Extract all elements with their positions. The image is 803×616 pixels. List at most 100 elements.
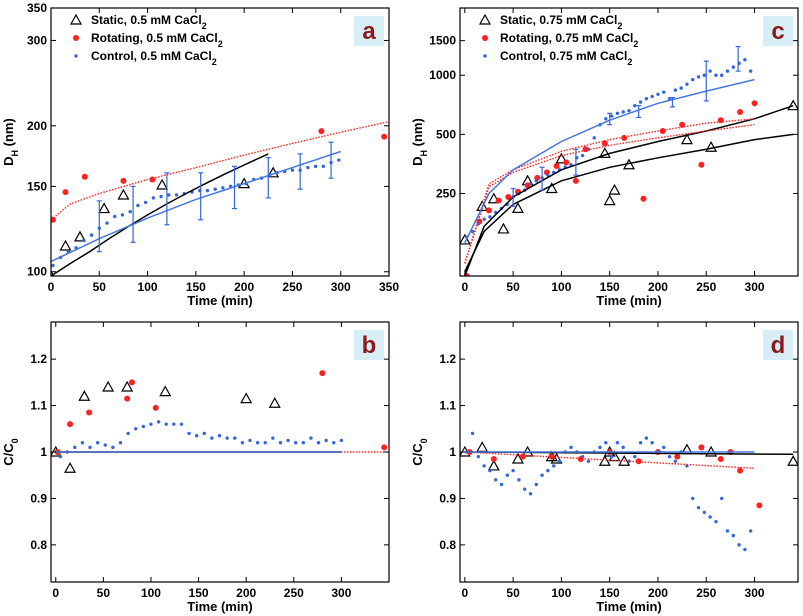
- legend-entry: Static, 0.5 mM CaCl2: [91, 13, 207, 31]
- legend-marker-red: [73, 35, 79, 41]
- data-point-blue: [240, 441, 245, 445]
- data-point-blue: [615, 111, 620, 116]
- data-point-blue: [644, 96, 649, 101]
- data-point-blue: [149, 422, 153, 426]
- y-label-main: C/C: [1, 443, 16, 466]
- legend-entry: Rotating, 0.75 mM CaCl2: [500, 31, 638, 49]
- data-point-triangle: [121, 380, 134, 392]
- y-tick-label: 1: [40, 445, 47, 459]
- data-point-red: [674, 453, 681, 460]
- data-point-blue: [725, 529, 730, 533]
- data-point-blue: [609, 454, 614, 459]
- data-point-blue: [324, 438, 328, 443]
- data-point-triangle: [156, 178, 169, 190]
- data-point-blue: [271, 436, 275, 440]
- data-point-triangle: [487, 192, 500, 204]
- legend-text: Rotating, 0.5 mM CaCl: [91, 31, 218, 45]
- x-tick-label: 350: [379, 280, 399, 294]
- y-label-sub: H: [419, 150, 429, 157]
- data-point-red: [149, 176, 156, 183]
- data-point-red: [698, 444, 705, 451]
- data-point-blue: [609, 114, 614, 118]
- panel-d: 0 50 100 150 200 250 300 0.8 0.9 1 1.1 1.2 Time (min…: [410, 321, 799, 614]
- data-point-triangle: [159, 385, 172, 397]
- legend-text: Static, 0.5 mM CaCl: [91, 13, 202, 27]
- plot-area-b: [51, 370, 388, 473]
- data-point-triangle: [487, 459, 500, 471]
- data-point-blue: [136, 203, 140, 208]
- y-tick-label: 200: [27, 119, 47, 133]
- data-point-red: [67, 421, 74, 428]
- data-point-triangle: [787, 455, 798, 466]
- panel-c: 0 50 100 150 200 250 300 250 500 1000 1500 Time (mi…: [410, 7, 799, 308]
- x-tick-label: 0: [52, 586, 59, 600]
- data-point-blue: [598, 445, 602, 450]
- panel-label-box: [763, 16, 793, 46]
- data-point-blue: [210, 436, 214, 440]
- data-point-blue: [662, 90, 666, 94]
- data-point-blue: [580, 153, 585, 158]
- data-point-blue: [673, 459, 678, 463]
- data-point-triangle: [497, 222, 510, 234]
- data-point-red: [640, 195, 647, 202]
- data-point-blue: [113, 214, 117, 219]
- axes-frame: [50, 321, 390, 583]
- data-point-blue: [569, 445, 573, 450]
- data-point-blue: [528, 492, 533, 496]
- x-tick-label: 250: [696, 586, 716, 600]
- x-tick-label: 200: [648, 586, 668, 600]
- data-point-blue: [621, 110, 625, 114]
- data-point-red: [124, 395, 131, 402]
- data-point-blue: [743, 57, 747, 62]
- data-point-blue: [523, 487, 527, 491]
- data-point-blue: [633, 454, 637, 459]
- y-tick-label: 300: [27, 33, 47, 47]
- series-line: [464, 118, 755, 264]
- data-point-blue: [179, 422, 184, 426]
- data-point-blue: [306, 165, 310, 170]
- legend-entry: Static, 0.75 mM CaCl2: [500, 13, 622, 31]
- series-line: [464, 451, 755, 469]
- data-point-blue: [720, 496, 724, 501]
- data-point-blue: [488, 468, 492, 473]
- legend-text: Static, 0.75 mM CaCl: [500, 13, 617, 27]
- data-point-blue: [128, 210, 132, 214]
- data-point-triangle: [598, 147, 611, 158]
- y-label-main: D: [1, 156, 16, 165]
- data-point-red: [128, 379, 135, 386]
- x-tick-label: 50: [506, 280, 520, 294]
- data-point-blue: [673, 88, 678, 92]
- data-point-triangle: [102, 380, 115, 392]
- data-point-blue: [592, 136, 596, 140]
- data-point-blue: [141, 424, 146, 429]
- data-point-blue: [88, 445, 92, 450]
- data-point-blue: [708, 515, 712, 519]
- data-point-blue: [557, 459, 562, 463]
- data-point-triangle: [603, 194, 616, 206]
- data-point-blue: [748, 69, 753, 73]
- x-tick-label: 150: [189, 586, 209, 600]
- data-point-blue: [293, 441, 298, 445]
- data-point-blue: [731, 65, 735, 69]
- x-tick-label: 150: [600, 586, 620, 600]
- data-point-blue: [103, 443, 107, 447]
- data-point-blue: [691, 496, 695, 501]
- data-point-blue: [58, 454, 63, 459]
- x-axis-label: Time (min): [187, 293, 253, 308]
- axes-frame: [459, 7, 799, 277]
- legend-sub: 2: [202, 21, 207, 31]
- series-line: [464, 104, 794, 276]
- plot-area-a: [51, 120, 389, 276]
- data-point-blue: [95, 441, 100, 445]
- y-axis-label: DH (nm): [410, 118, 429, 166]
- y-tick-label: 0.9: [30, 491, 47, 505]
- y-axis-label: C/C0: [410, 438, 429, 465]
- data-point-red: [505, 193, 512, 200]
- data-point-blue: [725, 69, 730, 73]
- data-point-triangle: [555, 152, 568, 164]
- data-point-blue: [339, 438, 344, 443]
- y-label-main: D: [410, 156, 425, 165]
- data-point-triangle: [240, 392, 253, 404]
- data-point-blue: [482, 464, 486, 468]
- data-point-blue: [194, 434, 199, 438]
